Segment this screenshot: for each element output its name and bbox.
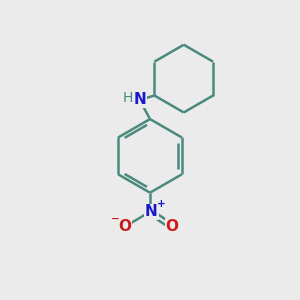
Text: O: O bbox=[118, 219, 131, 234]
Text: H: H bbox=[122, 92, 133, 106]
Text: N: N bbox=[133, 92, 146, 107]
Text: N: N bbox=[145, 204, 158, 219]
Text: +: + bbox=[157, 199, 165, 208]
Text: −: − bbox=[111, 214, 120, 224]
Text: O: O bbox=[166, 219, 178, 234]
